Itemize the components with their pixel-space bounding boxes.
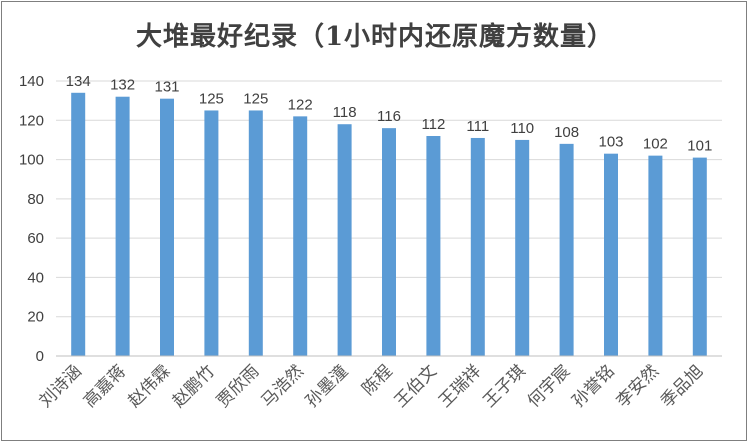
category-label: 马浩然: [258, 361, 308, 411]
category-label: 季品旭: [657, 361, 707, 411]
data-label: 102: [643, 136, 668, 153]
data-labels: 134 132 131 125 125 122 118 116 112 111 110 108 103 1…: [66, 73, 713, 155]
category-label: 贾欣雨: [213, 361, 263, 411]
category-label: 王子琪: [480, 361, 530, 411]
bar: [115, 96, 130, 356]
bar: [515, 139, 530, 356]
y-tick-label: 140: [19, 73, 44, 90]
bar: [293, 116, 308, 356]
y-axis-ticks: 0 20 40 60 80 100 120 140: [19, 73, 44, 365]
data-label: 134: [66, 73, 91, 90]
y-tick-label: 100: [19, 152, 44, 169]
bar: [248, 110, 263, 356]
data-label: 108: [554, 124, 579, 141]
bar: [71, 92, 86, 357]
category-label: 陈程: [358, 361, 396, 399]
y-tick-label: 40: [27, 269, 44, 286]
data-label: 131: [154, 79, 179, 96]
data-label: 112: [421, 116, 445, 133]
data-label: 101: [687, 138, 712, 155]
bar: [692, 157, 707, 356]
y-tick-label: 60: [27, 230, 44, 247]
category-label: 赵鹏竹: [169, 361, 219, 411]
category-label: 高嘉蒋: [80, 361, 130, 411]
data-label: 125: [199, 90, 224, 107]
bar: [337, 124, 352, 356]
category-label: 孙墨潼: [302, 361, 352, 411]
y-tick-label: 80: [27, 191, 44, 208]
category-label: 刘诗涵: [36, 361, 86, 411]
y-tick-label: 20: [27, 309, 44, 326]
data-label: 116: [377, 108, 401, 125]
data-label: 103: [598, 134, 623, 151]
chart-title: 大堆最好纪录（1小时内还原魔方数量）: [135, 22, 615, 52]
data-label: 111: [466, 118, 489, 135]
category-label: 赵伟霖: [124, 361, 174, 411]
category-label: 孙誉铭: [568, 361, 618, 411]
data-label: 122: [288, 96, 313, 113]
bar: [204, 110, 219, 356]
bar: [470, 137, 485, 356]
bar: [382, 128, 396, 356]
bar: [648, 155, 663, 356]
data-label: 110: [510, 120, 534, 137]
bar: [604, 153, 618, 356]
y-tick-label: 0: [36, 348, 44, 365]
category-label: 何宇宸: [524, 361, 574, 411]
data-label: 132: [110, 77, 135, 94]
bar: [160, 98, 174, 356]
data-label: 125: [243, 90, 268, 107]
bar: [559, 143, 574, 356]
category-label: 李安然: [613, 361, 663, 411]
data-label: 118: [333, 104, 357, 121]
y-tick-label: 120: [19, 112, 44, 129]
bar: [426, 136, 441, 356]
category-label: 王瑞祥: [435, 361, 485, 411]
bars: [71, 92, 707, 357]
category-label: 王伯文: [391, 361, 441, 411]
